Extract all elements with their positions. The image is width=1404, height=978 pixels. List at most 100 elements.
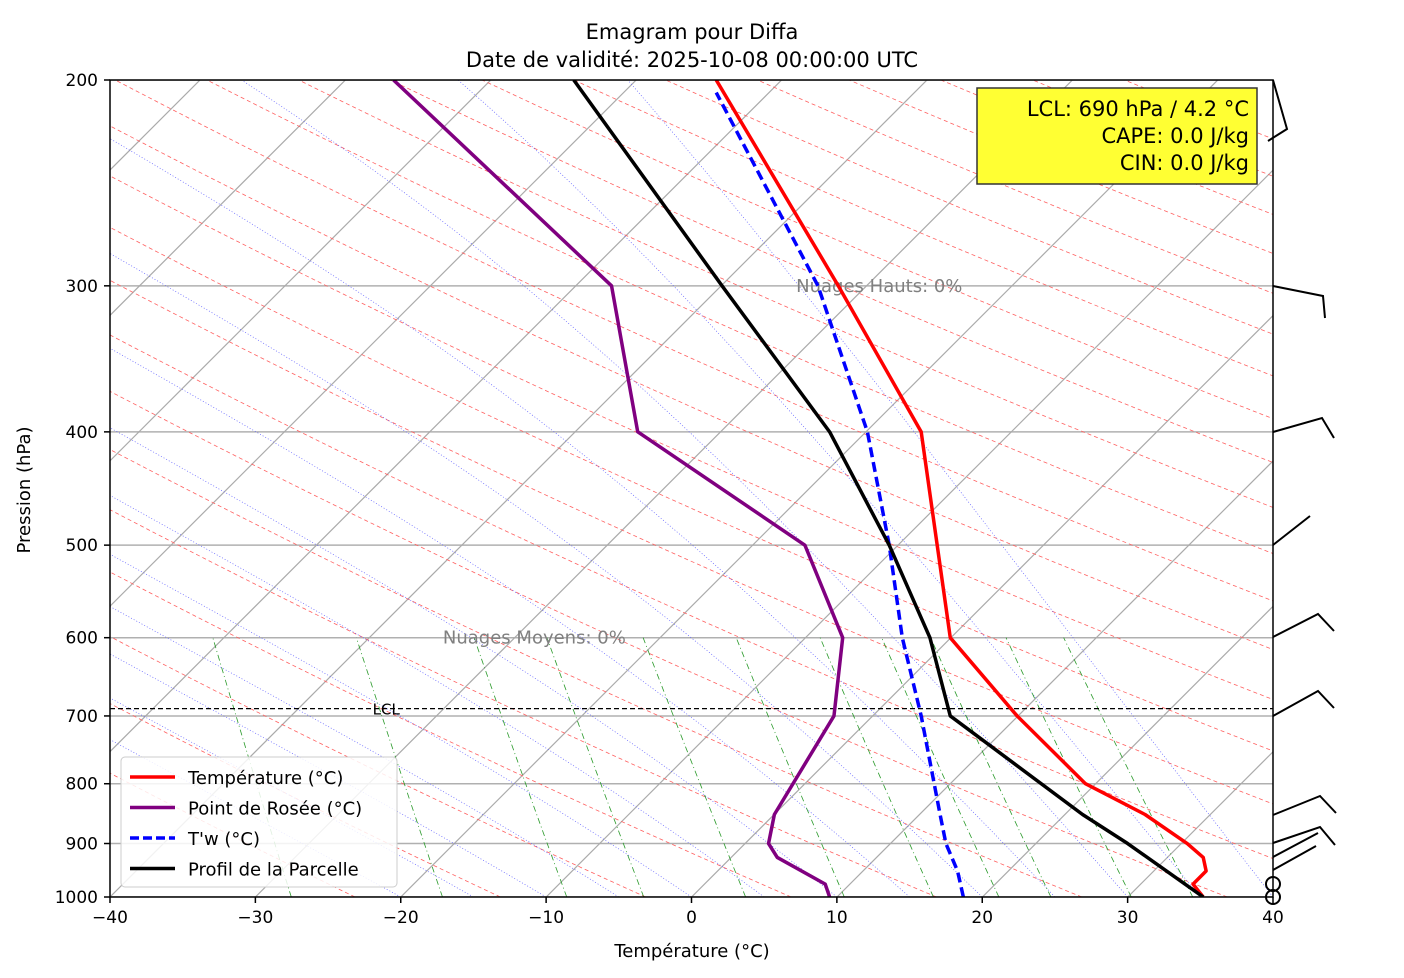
mixing-ratio-line xyxy=(881,637,1000,897)
info-cape: CAPE: 0.0 J/kg xyxy=(1101,124,1249,148)
isotherm-line xyxy=(981,605,1273,897)
isotherm-line xyxy=(110,80,638,608)
y-axis-label: Pression (hPa) xyxy=(14,426,35,553)
x-tick-label: −10 xyxy=(528,908,564,928)
dry-adiabat xyxy=(757,80,1273,294)
dry-adiabat xyxy=(110,334,1273,860)
dry-adiabat xyxy=(110,175,1273,700)
info-box: LCL: 690 hPa / 4.2 °C CAPE: 0.0 J/kg CIN… xyxy=(976,87,1258,185)
isotherm-line xyxy=(110,80,347,317)
wind-barb xyxy=(1272,794,1337,816)
y-tick-label: 300 xyxy=(66,277,98,297)
legend-label: Température (°C) xyxy=(187,768,343,789)
dry-adiabat xyxy=(110,571,792,897)
y-tick-label: 200 xyxy=(66,71,98,91)
x-tick-label: 0 xyxy=(686,908,697,928)
isotherm-line xyxy=(691,314,1273,897)
isotherm-line xyxy=(110,80,492,462)
y-tick-label: 800 xyxy=(66,775,98,795)
dry-adiabat xyxy=(110,390,1228,897)
chart-subtitle: Date de validité: 2025-10-08 00:00:00 UT… xyxy=(466,48,918,72)
dry-adiabat xyxy=(1032,80,1273,177)
mixing-ratio-line xyxy=(1063,637,1194,897)
dry-adiabat xyxy=(665,80,1273,335)
dry-adiabat xyxy=(1124,80,1273,140)
series-line-2 xyxy=(714,91,966,897)
y-tick-label: 1000 xyxy=(55,888,98,908)
dry-adiabat xyxy=(110,279,1273,805)
dry-adiabat xyxy=(110,226,1273,752)
wind-barb xyxy=(1272,825,1336,846)
wind-barb xyxy=(1272,612,1335,638)
wind-barb xyxy=(1272,285,1326,319)
dry-adiabat xyxy=(206,80,1273,554)
wind-barb xyxy=(1267,79,1289,142)
dry-adiabat xyxy=(390,80,1273,463)
dry-adiabat xyxy=(110,449,1082,897)
mixing-ratio-line xyxy=(546,637,645,897)
cloud-annotation: Nuages Moyens: 0% xyxy=(443,628,626,649)
x-tick-label: −20 xyxy=(383,908,419,928)
moist-adiabat xyxy=(110,138,1056,897)
calm-wind-circle xyxy=(1265,889,1281,905)
dry-adiabat xyxy=(110,509,937,897)
moist-adiabat xyxy=(241,80,1128,897)
dry-adiabat xyxy=(114,80,1273,602)
moist-adiabat xyxy=(110,347,910,897)
legend: Température (°C) Point de Rosée (°C) T'w (… xyxy=(120,756,398,888)
series-line-0 xyxy=(714,80,1208,897)
mixing-ratio-line xyxy=(355,637,443,897)
series-line-1 xyxy=(392,80,845,897)
mixing-ratio-line xyxy=(642,637,746,897)
mixing-ratio-line xyxy=(735,637,845,897)
dry-adiabat xyxy=(298,80,1273,508)
dry-adiabat xyxy=(573,80,1273,377)
moist-adiabat xyxy=(110,553,692,897)
x-tick-label: 20 xyxy=(971,908,993,928)
y-tick-label: 500 xyxy=(66,536,98,556)
wind-barb xyxy=(1272,515,1311,546)
chart-title: Emagram pour Diffa xyxy=(586,20,799,44)
x-tick-label: 40 xyxy=(1262,908,1284,928)
dry-adiabat xyxy=(940,80,1273,215)
wind-barb xyxy=(1272,845,1317,871)
series-line-3 xyxy=(572,80,1205,897)
y-tick-label: 900 xyxy=(66,835,98,855)
x-tick-label: −30 xyxy=(237,908,273,928)
isotherm-line xyxy=(836,460,1273,897)
dry-adiabat xyxy=(481,80,1273,420)
lcl-label: LCL xyxy=(373,701,401,719)
isotherm-line xyxy=(110,80,783,753)
legend-label: T'w (°C) xyxy=(187,829,260,850)
legend-label: Profil de la Parcelle xyxy=(188,860,359,881)
wind-barb xyxy=(1272,416,1335,439)
dry-adiabat xyxy=(110,125,1273,650)
y-tick-label: 700 xyxy=(66,707,98,727)
mixing-ratio-line xyxy=(819,637,934,897)
mixing-ratio-line xyxy=(1005,637,1132,897)
moist-adiabat xyxy=(110,495,765,897)
info-lcl: LCL: 690 hPa / 4.2 °C xyxy=(1027,97,1249,121)
moist-adiabat xyxy=(627,80,1273,897)
isotherm-line xyxy=(1272,896,1273,897)
wind-barb xyxy=(1272,832,1319,858)
isotherm-line xyxy=(545,169,1273,897)
isotherm-line xyxy=(110,80,928,897)
info-cin: CIN: 0.0 J/kg xyxy=(1120,151,1249,175)
x-tick-label: −40 xyxy=(92,908,128,928)
x-axis-label: Température (°C) xyxy=(613,941,769,962)
x-tick-label: 10 xyxy=(826,908,848,928)
mixing-ratio-line xyxy=(930,637,1052,897)
isotherm-line xyxy=(110,80,201,171)
y-tick-label: 600 xyxy=(66,629,98,649)
cloud-annotation: Nuages Hauts: 0% xyxy=(796,276,962,297)
moist-adiabat xyxy=(110,253,983,897)
wind-barb xyxy=(1272,689,1335,717)
x-tick-label: 30 xyxy=(1117,908,1139,928)
mixing-ratio-line xyxy=(473,637,568,897)
legend-label: Point de Rosée (°C) xyxy=(188,799,362,820)
y-tick-label: 400 xyxy=(66,423,98,443)
moist-adiabat xyxy=(457,80,1201,897)
